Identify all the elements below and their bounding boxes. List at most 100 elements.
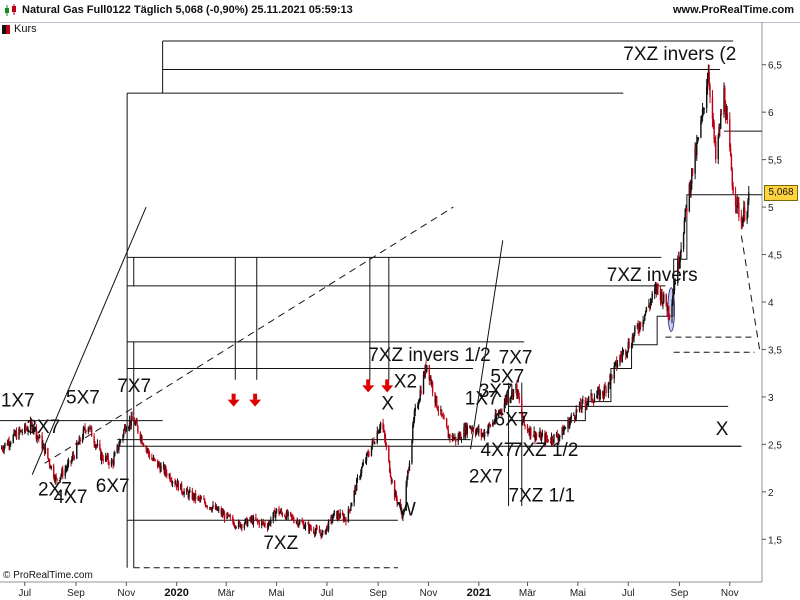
candle-body bbox=[397, 502, 399, 504]
candle-body bbox=[420, 390, 422, 394]
candle-body bbox=[212, 504, 214, 508]
candle-body bbox=[440, 409, 442, 411]
candle-body bbox=[193, 493, 195, 500]
candle-body bbox=[672, 290, 675, 296]
x-tick-label: Mär bbox=[218, 588, 236, 599]
candle-body bbox=[367, 453, 369, 456]
candle-body bbox=[454, 436, 456, 439]
candle-body bbox=[345, 519, 347, 523]
candle-body bbox=[279, 510, 282, 513]
candle-body bbox=[729, 119, 731, 148]
candle-body bbox=[559, 435, 561, 438]
candle-body bbox=[395, 492, 397, 499]
candle-body bbox=[644, 311, 647, 315]
x-tick-label: Nov bbox=[420, 588, 438, 599]
candle-body bbox=[614, 362, 616, 366]
candle-body bbox=[119, 440, 122, 442]
candle-body bbox=[104, 456, 107, 461]
candle-body bbox=[638, 329, 640, 331]
candle-body bbox=[480, 429, 483, 436]
candle-body bbox=[400, 506, 402, 512]
candle-body bbox=[436, 407, 439, 411]
candle-body bbox=[94, 443, 96, 447]
candle-body bbox=[123, 429, 125, 435]
candle-body bbox=[261, 521, 263, 526]
candle-body bbox=[205, 506, 208, 507]
chart-annotation: 1X7 bbox=[465, 389, 499, 410]
candle-body bbox=[35, 425, 38, 439]
candle-body bbox=[148, 453, 151, 458]
candle-body bbox=[303, 527, 306, 529]
candle-body bbox=[355, 479, 358, 491]
candle-body bbox=[43, 444, 45, 445]
candle-body bbox=[24, 424, 27, 430]
candle-body bbox=[21, 432, 23, 433]
candle-body bbox=[66, 468, 68, 470]
candle-body bbox=[377, 431, 379, 434]
candle-body bbox=[405, 484, 407, 511]
candle-body bbox=[244, 519, 246, 525]
candle-body bbox=[256, 519, 258, 521]
candle-body bbox=[407, 470, 409, 478]
candle-body bbox=[723, 88, 725, 115]
candle-body bbox=[631, 336, 634, 347]
candle-body bbox=[712, 118, 714, 123]
candle-body bbox=[720, 114, 722, 129]
candle-body bbox=[680, 249, 682, 253]
candle-body bbox=[528, 431, 530, 436]
candle-body bbox=[134, 422, 137, 425]
candle-body bbox=[541, 433, 544, 436]
candle-body bbox=[129, 420, 132, 426]
candle-body bbox=[336, 510, 338, 519]
candle-body bbox=[6, 442, 9, 446]
candle-body bbox=[503, 403, 506, 412]
candle-body bbox=[146, 448, 148, 450]
candle-body bbox=[529, 427, 531, 436]
candle-body bbox=[262, 521, 265, 524]
candle-body bbox=[332, 518, 334, 521]
candle-body bbox=[446, 426, 449, 430]
candle-body bbox=[524, 425, 526, 427]
site-link[interactable]: www.ProRealTime.com bbox=[672, 4, 794, 16]
candle-body bbox=[279, 512, 281, 514]
candle-body bbox=[413, 411, 416, 421]
candle-body bbox=[289, 512, 292, 515]
candle-body bbox=[637, 325, 639, 330]
candle-body bbox=[200, 498, 203, 500]
candle-body bbox=[511, 389, 513, 397]
chart-annotation: 2X7 bbox=[38, 480, 72, 501]
candle-body bbox=[391, 480, 393, 482]
candle-body bbox=[696, 139, 699, 143]
candle-body bbox=[163, 465, 165, 474]
candle-body bbox=[1, 447, 4, 450]
candle-body bbox=[171, 481, 173, 484]
series-legend[interactable]: Kurs bbox=[2, 23, 37, 37]
candle-body bbox=[701, 108, 704, 118]
candle-body bbox=[355, 487, 357, 491]
candle-body bbox=[743, 207, 746, 221]
candle-body bbox=[582, 400, 584, 402]
candle-body bbox=[136, 421, 138, 426]
candle-body bbox=[353, 491, 355, 504]
candle-body bbox=[85, 430, 87, 432]
candle-body bbox=[274, 510, 276, 518]
candle-body bbox=[662, 302, 664, 305]
candle-body bbox=[608, 383, 610, 385]
candle-body bbox=[492, 422, 494, 427]
candle-body bbox=[459, 433, 461, 439]
candle-body bbox=[70, 460, 72, 463]
chart-annotation: 7XZ invers (2 bbox=[623, 44, 736, 65]
stop-step-line bbox=[508, 194, 716, 422]
candle-body bbox=[747, 200, 749, 212]
candle-body bbox=[561, 427, 563, 436]
chart-annotation: 5X7 bbox=[490, 367, 524, 388]
candle-body bbox=[123, 426, 126, 430]
candle-body bbox=[90, 426, 92, 428]
candle-body bbox=[620, 356, 623, 358]
candle-body bbox=[233, 525, 236, 527]
candle-body bbox=[481, 434, 483, 436]
candle-body bbox=[393, 480, 396, 498]
candle-body bbox=[694, 147, 696, 174]
candle-body bbox=[338, 517, 341, 519]
